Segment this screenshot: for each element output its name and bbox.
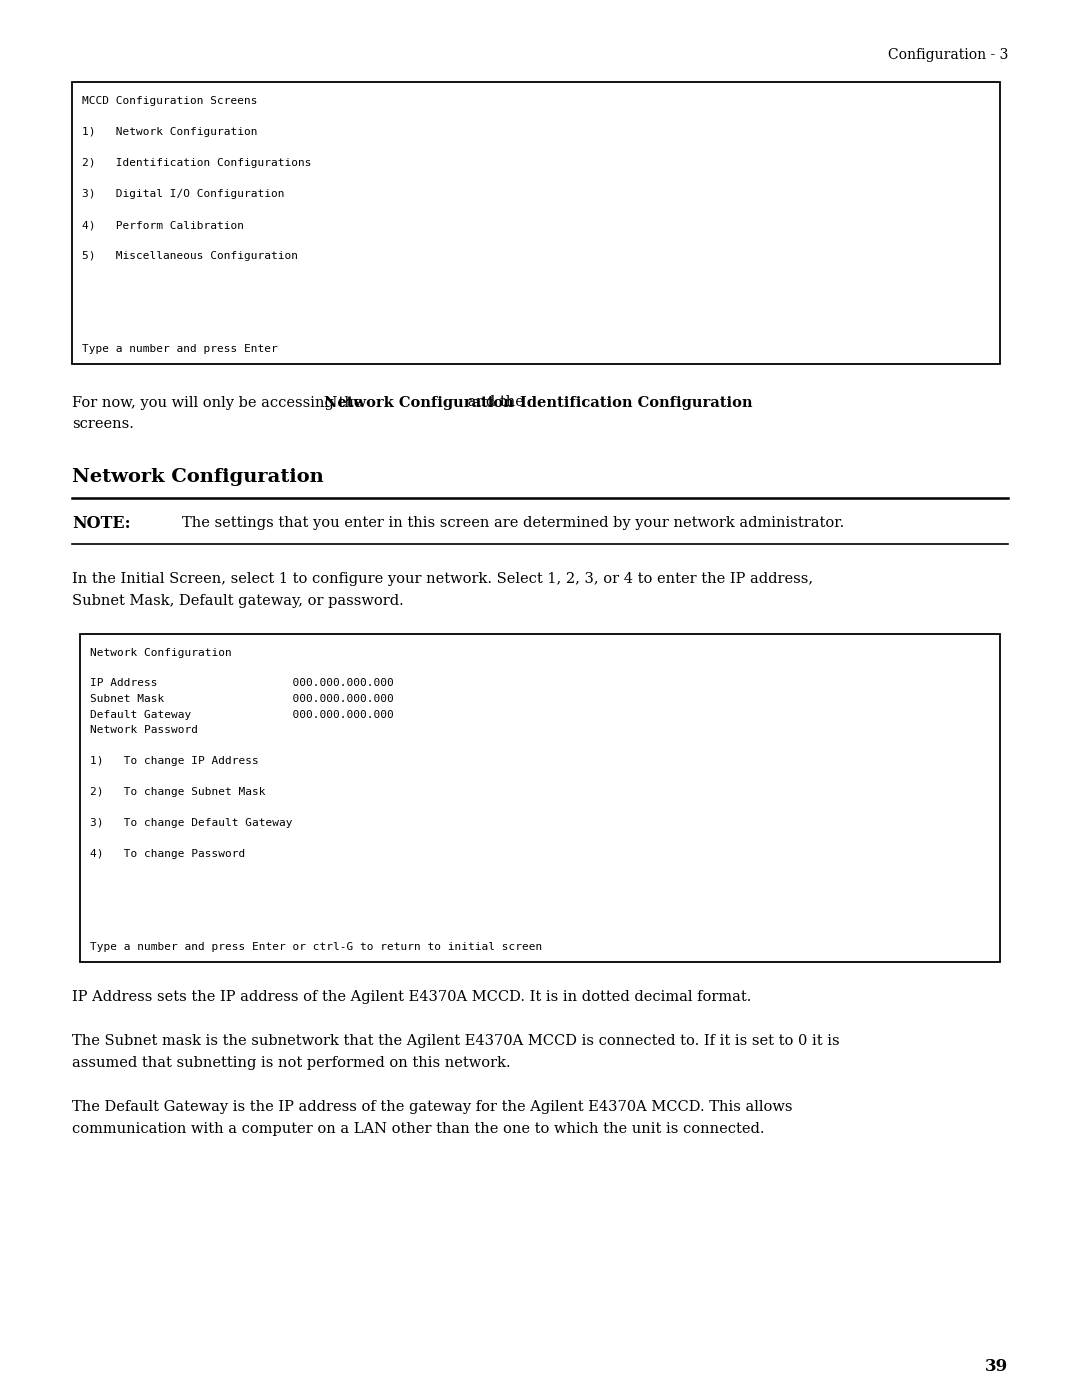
Text: Subnet Mask, Default gateway, or password.: Subnet Mask, Default gateway, or passwor… — [72, 594, 404, 608]
Bar — [80, 633, 1000, 961]
Text: screens.: screens. — [72, 418, 134, 432]
Text: 3)   To change Default Gateway: 3) To change Default Gateway — [90, 819, 293, 828]
Text: 2)   To change Subnet Mask: 2) To change Subnet Mask — [90, 787, 266, 798]
Text: In the Initial Screen, select 1 to configure your network. Select 1, 2, 3, or 4 : In the Initial Screen, select 1 to confi… — [72, 571, 813, 585]
Text: 1)   To change IP Address: 1) To change IP Address — [90, 756, 259, 766]
Text: 39: 39 — [985, 1358, 1008, 1375]
Text: 3)   Digital I/O Configuration: 3) Digital I/O Configuration — [82, 189, 284, 198]
Text: 4)   Perform Calibration: 4) Perform Calibration — [82, 219, 244, 231]
Text: Type a number and press Enter or ctrl-G to return to initial screen: Type a number and press Enter or ctrl-G … — [90, 942, 542, 951]
Text: The Default Gateway is the IP address of the gateway for the Agilent E4370A MCCD: The Default Gateway is the IP address of… — [72, 1099, 793, 1113]
Text: IP Address sets the IP address of the Agilent E4370A MCCD. It is in dotted decim: IP Address sets the IP address of the Ag… — [72, 989, 752, 1003]
Text: Identification Configuration: Identification Configuration — [519, 395, 752, 409]
Text: Configuration - 3: Configuration - 3 — [888, 47, 1008, 61]
Text: IP Address                    000.000.000.000: IP Address 000.000.000.000 — [90, 679, 394, 689]
Text: 2)   Identification Configurations: 2) Identification Configurations — [82, 158, 311, 168]
Text: Default Gateway               000.000.000.000: Default Gateway 000.000.000.000 — [90, 710, 394, 719]
Text: Network Password: Network Password — [90, 725, 198, 735]
Text: communication with a computer on a LAN other than the one to which the unit is c: communication with a computer on a LAN o… — [72, 1122, 765, 1136]
Text: assumed that subnetting is not performed on this network.: assumed that subnetting is not performed… — [72, 1056, 511, 1070]
Text: Network Configuration: Network Configuration — [72, 468, 324, 486]
Text: MCCD Configuration Screens: MCCD Configuration Screens — [82, 96, 257, 106]
Text: and the: and the — [463, 395, 528, 409]
Bar — [72, 82, 1000, 363]
Text: 1)   Network Configuration: 1) Network Configuration — [82, 127, 257, 137]
Text: Subnet Mask                   000.000.000.000: Subnet Mask 000.000.000.000 — [90, 694, 394, 704]
Text: The settings that you enter in this screen are determined by your network admini: The settings that you enter in this scre… — [183, 517, 845, 531]
Text: 5)   Miscellaneous Configuration: 5) Miscellaneous Configuration — [82, 251, 298, 261]
Text: Type a number and press Enter: Type a number and press Enter — [82, 344, 278, 353]
Text: Network Configuration: Network Configuration — [324, 395, 514, 409]
Text: NOTE:: NOTE: — [72, 515, 131, 532]
Text: Network Configuration: Network Configuration — [90, 647, 232, 658]
Text: The Subnet mask is the subnetwork that the Agilent E4370A MCCD is connected to. : The Subnet mask is the subnetwork that t… — [72, 1034, 839, 1048]
Text: 4)   To change Password: 4) To change Password — [90, 849, 245, 859]
Text: For now, you will only be accessing the: For now, you will only be accessing the — [72, 395, 367, 409]
